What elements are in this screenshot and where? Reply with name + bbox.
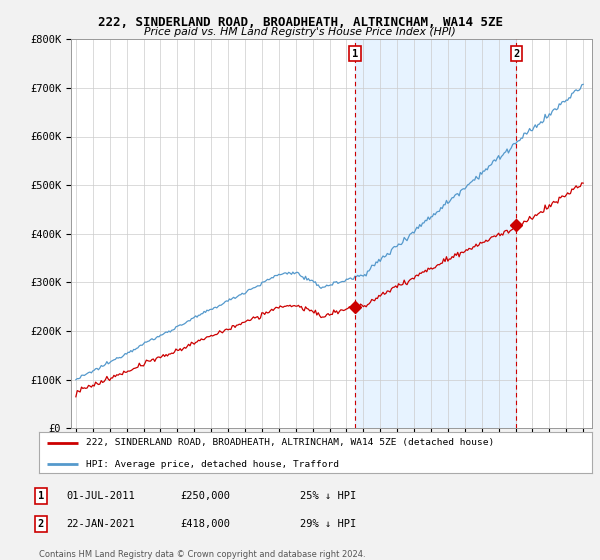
Bar xyxy=(355,39,517,428)
Text: £250,000: £250,000 xyxy=(180,491,230,501)
Text: 2: 2 xyxy=(513,49,520,59)
Text: 01-JUL-2011: 01-JUL-2011 xyxy=(66,491,135,501)
Text: Contains HM Land Registry data © Crown copyright and database right 2024.
This d: Contains HM Land Registry data © Crown c… xyxy=(39,550,365,560)
Text: 29% ↓ HPI: 29% ↓ HPI xyxy=(300,519,356,529)
Text: 222, SINDERLAND ROAD, BROADHEATH, ALTRINCHAM, WA14 5ZE: 222, SINDERLAND ROAD, BROADHEATH, ALTRIN… xyxy=(97,16,503,29)
Text: 1: 1 xyxy=(38,491,44,501)
Text: 22-JAN-2021: 22-JAN-2021 xyxy=(66,519,135,529)
Text: 2: 2 xyxy=(38,519,44,529)
Text: £418,000: £418,000 xyxy=(180,519,230,529)
Text: HPI: Average price, detached house, Trafford: HPI: Average price, detached house, Traf… xyxy=(86,460,339,469)
Text: 222, SINDERLAND ROAD, BROADHEATH, ALTRINCHAM, WA14 5ZE (detached house): 222, SINDERLAND ROAD, BROADHEATH, ALTRIN… xyxy=(86,438,494,447)
Text: Price paid vs. HM Land Registry's House Price Index (HPI): Price paid vs. HM Land Registry's House … xyxy=(144,27,456,37)
Text: 1: 1 xyxy=(352,49,358,59)
Text: 25% ↓ HPI: 25% ↓ HPI xyxy=(300,491,356,501)
